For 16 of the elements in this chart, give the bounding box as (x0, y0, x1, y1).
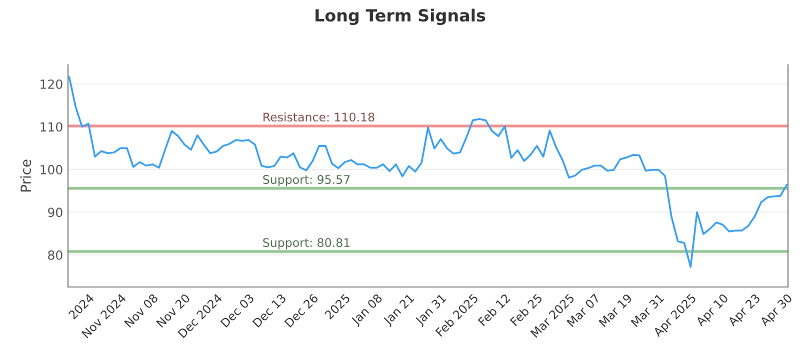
x-tick-label: Jan 21 (382, 293, 416, 328)
y-tick-label: 120 (40, 79, 62, 89)
x-tick-label: Jan 08 (350, 293, 384, 328)
y-tick-label: 100 (40, 164, 62, 174)
x-tick-label: Dec 26 (284, 293, 319, 328)
x-tick-label: Feb 12 (478, 293, 510, 326)
chart-title: Long Term Signals (316, 8, 486, 26)
ref-line-label: Support: 95.57 (263, 175, 350, 186)
x-tick-label: Mar 19 (598, 293, 632, 328)
y-tick-label: 80 (48, 250, 62, 260)
y-axis-title: Price (20, 160, 32, 192)
y-tick-label: 110 (40, 122, 62, 132)
ref-line-label: Support: 80.81 (263, 238, 350, 250)
line-series (68, 76, 788, 268)
y-tick-label: 90 (48, 208, 62, 218)
ref-line-label: Resistance: 110.18 (264, 112, 374, 122)
